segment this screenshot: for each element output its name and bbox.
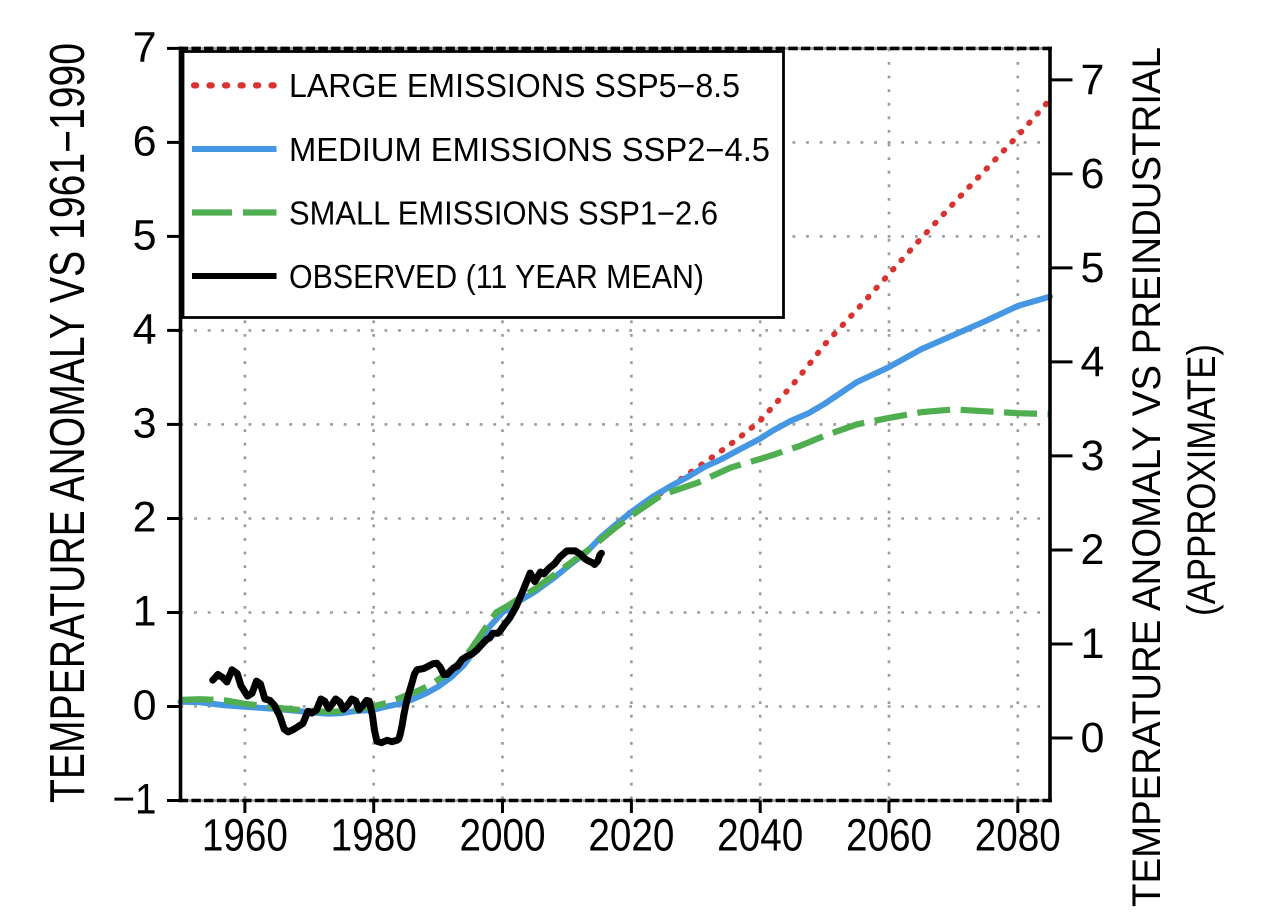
svg-text:1980: 1980 <box>331 810 417 860</box>
svg-text:1960: 1960 <box>202 810 288 860</box>
svg-text:2080: 2080 <box>975 810 1061 860</box>
svg-text:TEMPERATURE ANOMALY VS PREINDU: TEMPERATURE ANOMALY VS PREINDUSTRIAL <box>1125 47 1169 907</box>
svg-text:OBSERVED (11 YEAR MEAN): OBSERVED (11 YEAR MEAN) <box>289 258 704 295</box>
svg-text:1: 1 <box>1081 620 1105 668</box>
svg-text:2020: 2020 <box>588 810 674 860</box>
svg-text:7: 7 <box>1081 56 1105 104</box>
svg-text:2: 2 <box>1081 526 1105 574</box>
svg-text:2: 2 <box>133 494 157 542</box>
svg-text:LARGE EMISSIONS SSP5−8.5: LARGE EMISSIONS SSP5−8.5 <box>289 67 740 104</box>
svg-text:6: 6 <box>1081 150 1105 198</box>
svg-text:2060: 2060 <box>846 810 932 860</box>
svg-text:6: 6 <box>133 117 157 165</box>
svg-text:5: 5 <box>1081 244 1105 292</box>
svg-text:2040: 2040 <box>717 810 803 860</box>
svg-text:7: 7 <box>133 23 157 71</box>
svg-text:SMALL EMISSIONS SSP1−2.6: SMALL EMISSIONS SSP1−2.6 <box>289 194 718 231</box>
svg-text:2000: 2000 <box>459 810 545 860</box>
svg-text:−1: −1 <box>113 776 157 824</box>
svg-text:1: 1 <box>133 588 157 636</box>
svg-text:3: 3 <box>1081 432 1105 480</box>
svg-text:MEDIUM EMISSIONS SSP2−4.5: MEDIUM EMISSIONS SSP2−4.5 <box>289 131 770 168</box>
svg-text:3: 3 <box>133 399 157 447</box>
svg-text:4: 4 <box>1081 338 1105 386</box>
svg-text:4: 4 <box>133 305 157 353</box>
svg-text:0: 0 <box>133 682 157 730</box>
svg-text:5: 5 <box>133 211 157 259</box>
svg-text:0: 0 <box>1081 714 1105 762</box>
svg-text:(APPROXIMATE): (APPROXIMATE) <box>1180 344 1224 616</box>
svg-text:TEMPERATURE ANOMALY VS 1961−19: TEMPERATURE ANOMALY VS 1961−1990 <box>41 43 95 803</box>
